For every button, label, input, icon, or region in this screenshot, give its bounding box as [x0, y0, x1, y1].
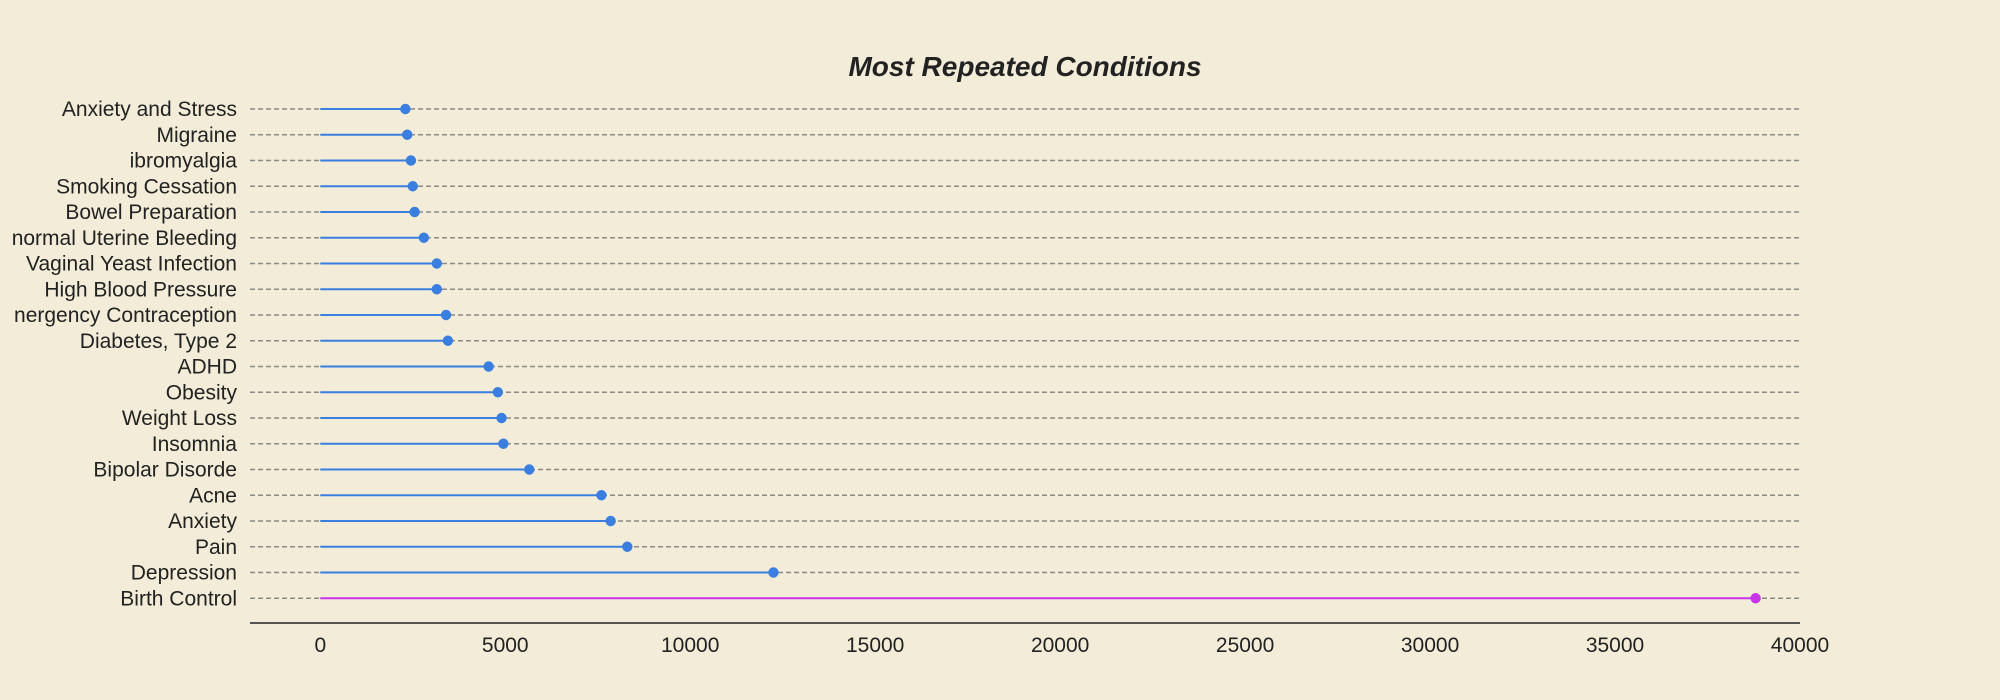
x-tick-label: 0: [314, 634, 326, 657]
lollipop-marker: [483, 361, 494, 372]
markers: [400, 103, 1761, 604]
lollipop-marker: [768, 567, 779, 578]
lollipop-marker: [431, 258, 443, 269]
y-tick-label: Birth Control: [120, 587, 237, 610]
lollipop-marker: [492, 387, 504, 398]
x-tick-label: 30000: [1401, 634, 1459, 657]
x-tick-label: 20000: [1031, 634, 1089, 657]
lollipop-marker: [1750, 593, 1761, 604]
y-tick-label: High Blood Pressure: [44, 278, 237, 301]
y-tick-label: Anxiety: [168, 510, 237, 533]
stems: [320, 108, 1756, 600]
y-tick-label: Insomnia: [152, 433, 238, 456]
y-tick-label: Depression: [131, 562, 237, 585]
x-tick-label: 40000: [1771, 634, 1829, 657]
y-tick-label: normal Uterine Bleeding: [12, 227, 237, 250]
x-tick-labels: 0 5000 10000 15000 20000 25000 30000 35000 40000: [314, 634, 1829, 657]
lollipop-marker: [418, 232, 430, 243]
x-tick-label: 35000: [1586, 634, 1644, 657]
chart-title: Most Repeated Conditions: [848, 51, 1201, 82]
y-tick-label: Smoking Cessation: [56, 175, 237, 198]
y-tick-label: Acne: [189, 484, 237, 507]
lollipop-marker: [496, 412, 507, 424]
lollipop-marker: [431, 284, 443, 295]
y-tick-label: Anxiety and Stress: [62, 98, 237, 121]
y-tick-labels: Anxiety and Stress Migraine ibromyalgiaSmo…: [12, 98, 238, 610]
y-tick-label: Vaginal Yeast Infection: [26, 253, 237, 276]
y-tick-label: Weight Loss: [122, 407, 237, 430]
y-tick-label: Obesity: [166, 381, 238, 404]
lollipop-marker: [622, 541, 633, 552]
x-tick-label: 10000: [661, 634, 719, 657]
lollipop-marker: [409, 206, 420, 218]
y-tick-label: Bowel Preparation: [65, 201, 237, 224]
lollipop-marker: [442, 335, 454, 346]
lollipop-marker: [524, 464, 535, 475]
y-tick-label: ibromyalgia: [130, 150, 238, 173]
lollipop-marker: [440, 309, 452, 321]
lollipop-marker: [400, 103, 411, 115]
lollipop-marker: [605, 515, 616, 527]
lollipop-marker: [498, 438, 509, 449]
lollipop-marker: [402, 129, 413, 140]
y-tick-label: Migraine: [156, 124, 237, 147]
y-tick-label: Pain: [195, 536, 237, 559]
lollipop-marker: [596, 490, 607, 501]
x-tick-label: 5000: [482, 634, 529, 657]
lollipop-marker: [405, 155, 417, 166]
grid-lines: [250, 108, 1800, 599]
x-tick-label: 15000: [846, 634, 904, 657]
y-tick-label: nergency Contraception: [14, 304, 237, 327]
y-tick-label: ADHD: [177, 356, 237, 379]
y-tick-label: Bipolar Disorde: [93, 459, 237, 482]
lollipop-marker: [407, 181, 418, 192]
y-tick-label: Diabetes, Type 2: [80, 330, 237, 353]
x-tick-label: 25000: [1216, 634, 1274, 657]
